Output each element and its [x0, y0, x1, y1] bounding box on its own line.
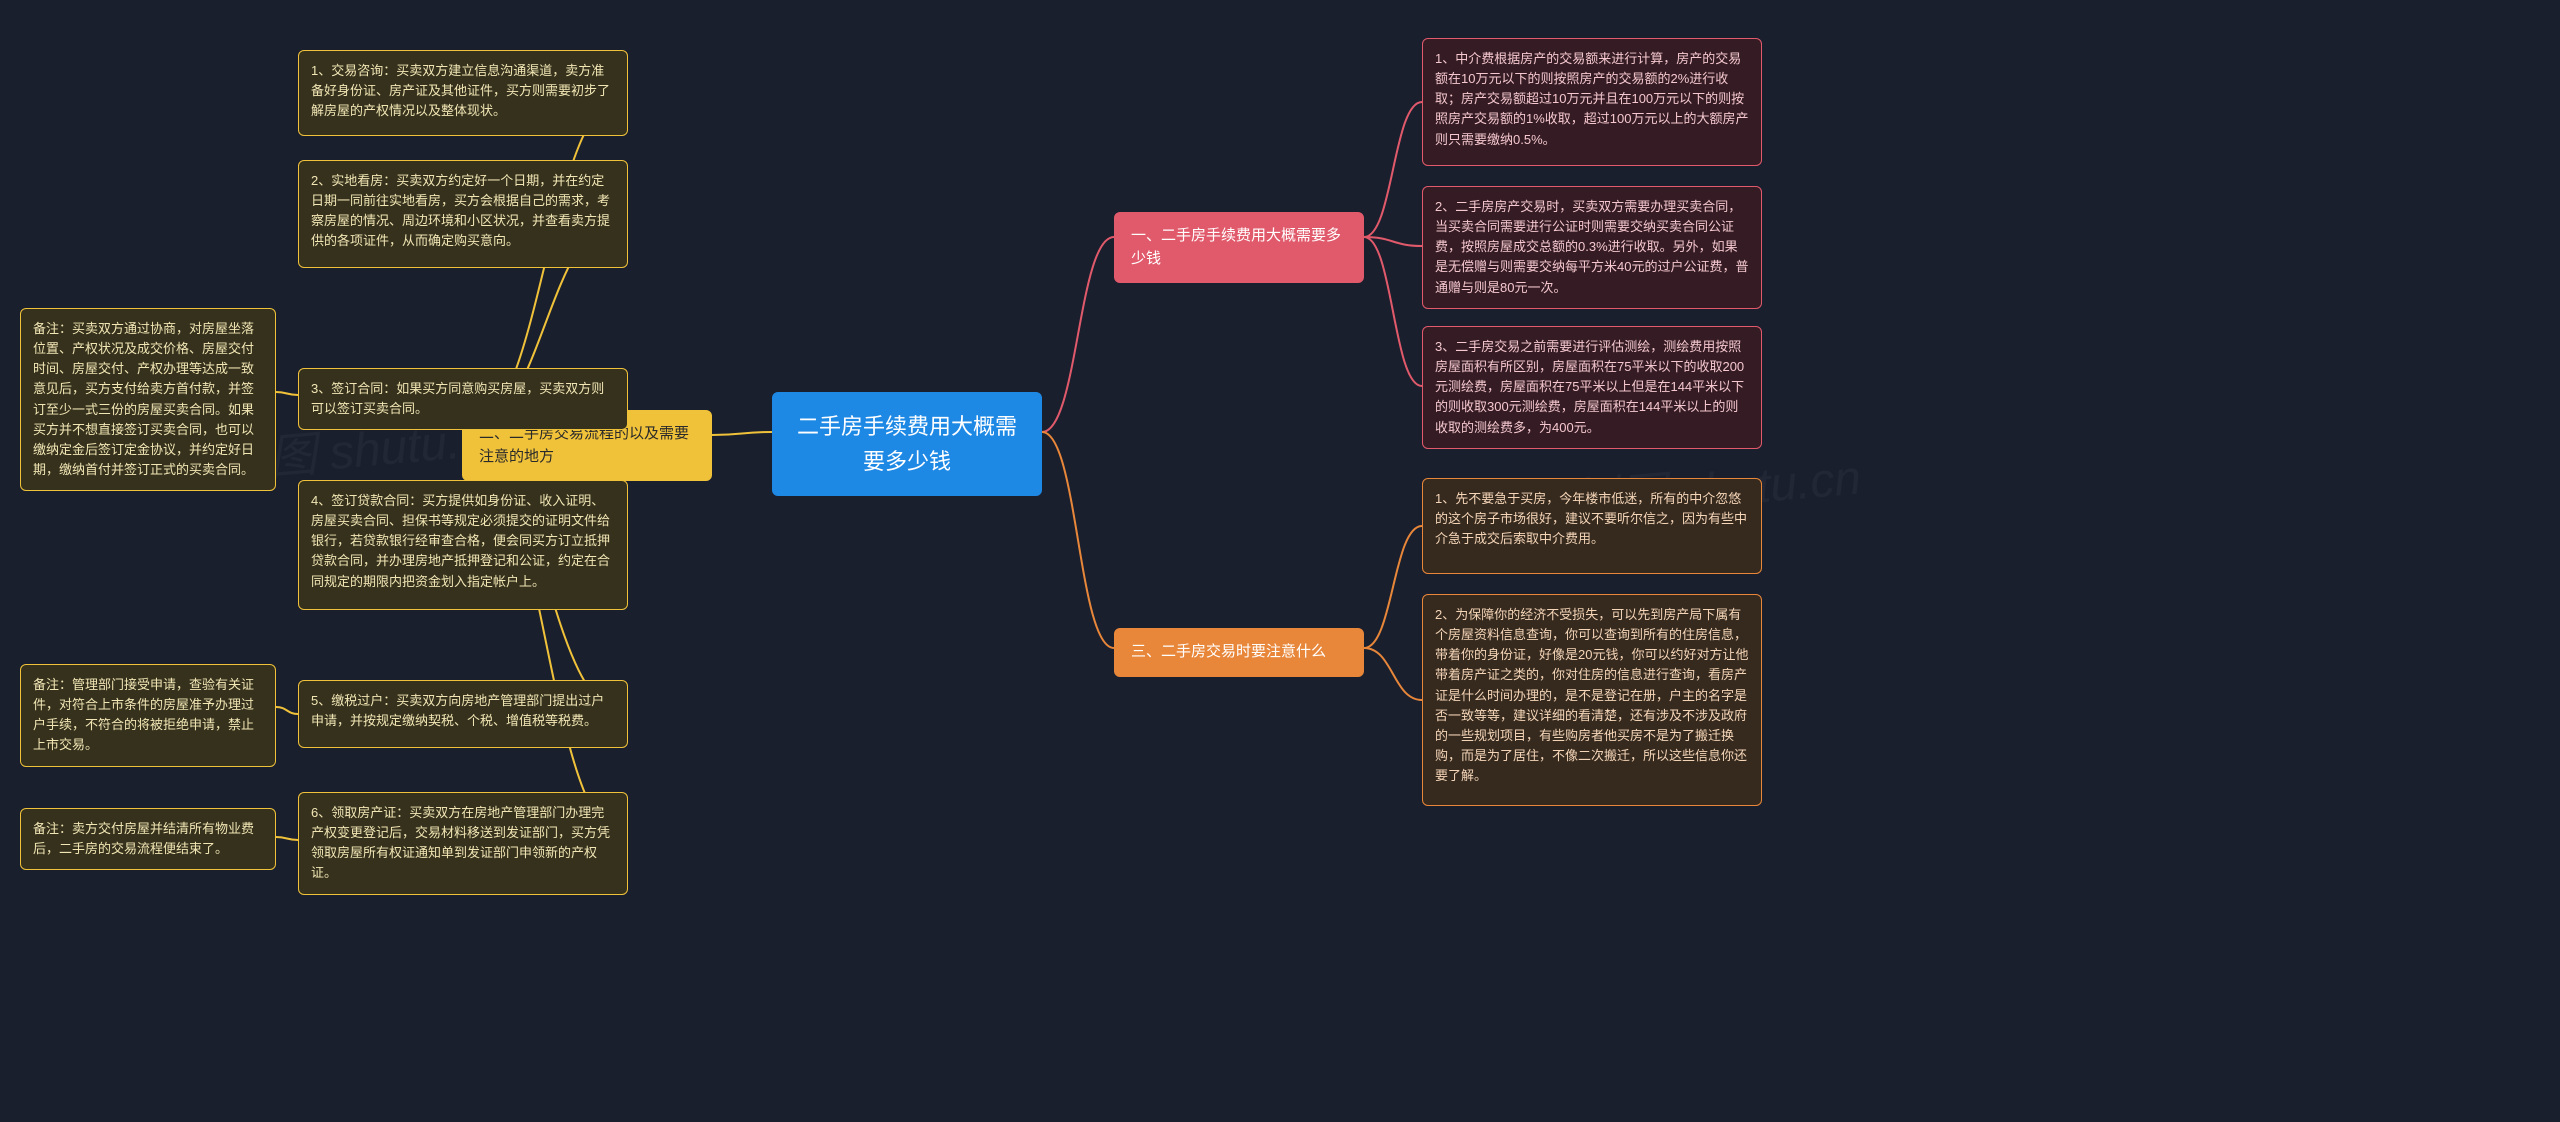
leaf-node: 5、缴税过户：买卖双方向房地产管理部门提出过户申请，并按规定缴纳契税、个税、增值… [298, 680, 628, 748]
leaf-node: 3、二手房交易之前需要进行评估测绘，测绘费用按照房屋面积有所区别，房屋面积在75… [1422, 326, 1762, 449]
leaf-node: 1、交易咨询：买卖双方建立信息沟通渠道，卖方准备好身份证、房产证及其他证件，买方… [298, 50, 628, 136]
branch-node: 三、二手房交易时要注意什么 [1114, 628, 1364, 677]
root-node: 二手房手续费用大概需要多少钱 [772, 392, 1042, 496]
leaf-node: 2、为保障你的经济不受损失，可以先到房产局下属有个房屋资料信息查询，你可以查询到… [1422, 594, 1762, 806]
leaf-node: 2、实地看房：买卖双方约定好一个日期，并在约定日期一同前往实地看房，买方会根据自… [298, 160, 628, 268]
connector [1364, 102, 1422, 237]
connector [276, 392, 298, 395]
note-node: 备注：买卖双方通过协商，对房屋坐落位置、产权状况及成交价格、房屋交付时间、房屋交… [20, 308, 276, 491]
connector [712, 432, 772, 435]
leaf-node: 1、中介费根据房产的交易额来进行计算，房产的交易额在10万元以下的则按照房产的交… [1422, 38, 1762, 166]
connector [1364, 648, 1422, 700]
connector [276, 707, 298, 714]
connector [1364, 237, 1422, 386]
connector [1364, 526, 1422, 648]
leaf-node: 1、先不要急于买房，今年楼市低迷，所有的中介忽悠的这个房子市场很好，建议不要听尔… [1422, 478, 1762, 574]
leaf-node: 3、签订合同：如果买方同意购买房屋，买卖双方则可以签订买卖合同。 [298, 368, 628, 430]
leaf-node: 2、二手房房产交易时，买卖双方需要办理买卖合同，当买卖合同需要进行公证时则需要交… [1422, 186, 1762, 309]
leaf-node: 6、领取房产证：买卖双方在房地产管理部门办理完产权变更登记后，交易材料移送到发证… [298, 792, 628, 895]
connector [1364, 237, 1422, 246]
connector [276, 837, 298, 840]
connector [1042, 237, 1114, 432]
note-node: 备注：卖方交付房屋并结清所有物业费后，二手房的交易流程便结束了。 [20, 808, 276, 870]
leaf-node: 4、签订贷款合同：买方提供如身份证、收入证明、房屋买卖合同、担保书等规定必须提交… [298, 480, 628, 610]
connector [1042, 432, 1114, 648]
branch-node: 一、二手房手续费用大概需要多少钱 [1114, 212, 1364, 283]
note-node: 备注：管理部门接受申请，查验有关证件，对符合上市条件的房屋准予办理过户手续，不符… [20, 664, 276, 767]
